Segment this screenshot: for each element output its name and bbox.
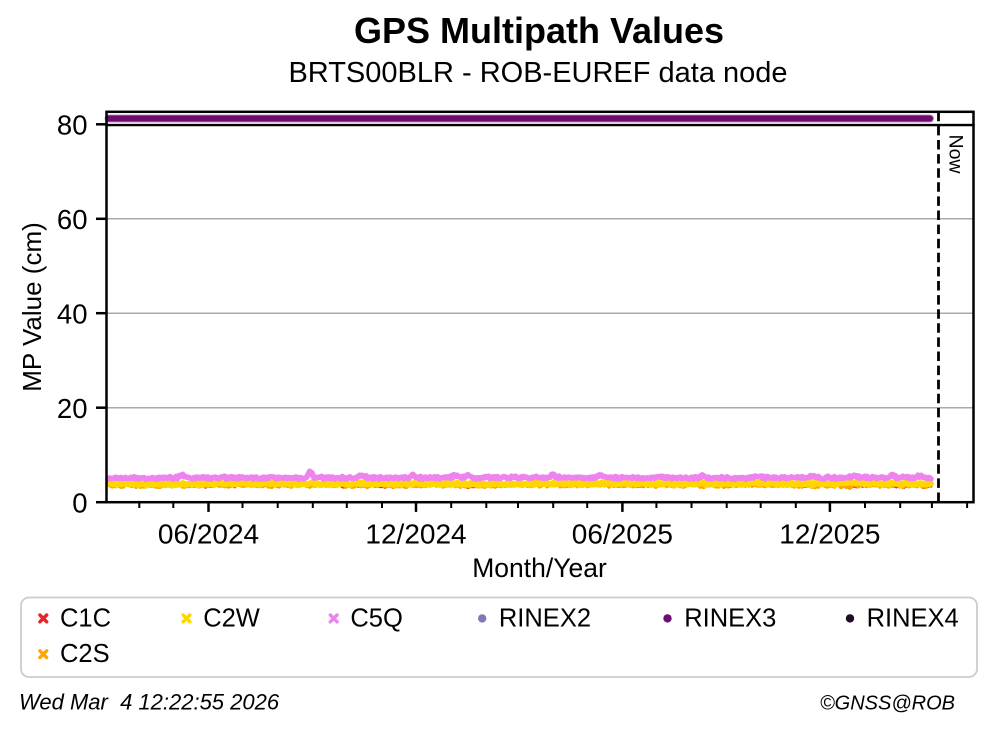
- svg-text:MP Value (cm): MP Value (cm): [17, 222, 47, 392]
- svg-text:0: 0: [72, 487, 87, 518]
- svg-text:RINEX3: RINEX3: [684, 605, 776, 633]
- svg-text:12/2024: 12/2024: [365, 519, 466, 550]
- svg-text:C1C: C1C: [60, 605, 111, 633]
- svg-text:40: 40: [57, 298, 88, 329]
- svg-text:C2W: C2W: [203, 605, 260, 633]
- svg-text:12/2025: 12/2025: [779, 519, 880, 550]
- svg-text:80: 80: [57, 110, 88, 141]
- svg-text:©GNSS@ROB: ©GNSS@ROB: [820, 693, 955, 715]
- svg-text:06/2025: 06/2025: [572, 519, 673, 550]
- svg-text:RINEX4: RINEX4: [867, 605, 959, 633]
- svg-text:GPS Multipath Values: GPS Multipath Values: [354, 10, 724, 51]
- svg-text:Now: Now: [945, 134, 967, 174]
- svg-text:20: 20: [57, 393, 88, 424]
- svg-text:C5Q: C5Q: [350, 605, 402, 633]
- svg-text:Month/Year: Month/Year: [472, 553, 607, 583]
- svg-text:Wed Mar 4 12:22:55 2026: Wed Mar 4 12:22:55 2026: [19, 690, 280, 715]
- svg-text:RINEX2: RINEX2: [499, 605, 591, 633]
- svg-text:C2S: C2S: [60, 640, 110, 668]
- svg-text:06/2024: 06/2024: [158, 519, 259, 550]
- svg-text:60: 60: [57, 204, 88, 235]
- svg-text:BRTS00BLR - ROB-EUREF data nod: BRTS00BLR - ROB-EUREF data node: [288, 57, 787, 89]
